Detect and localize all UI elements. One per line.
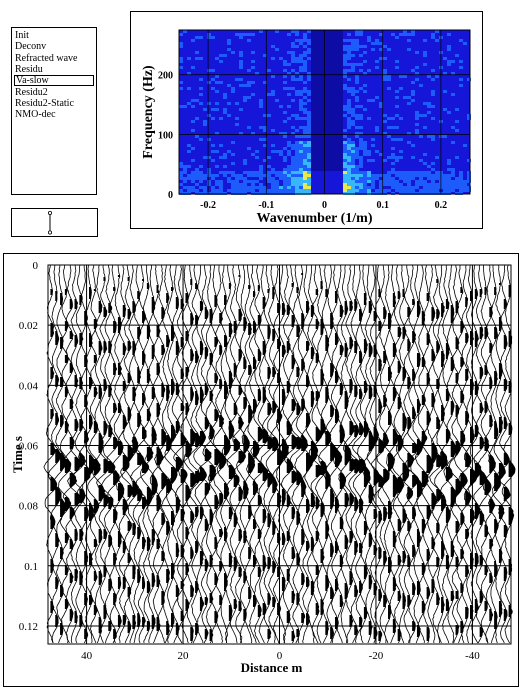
process-item-deconv[interactable]: Deconv (15, 41, 47, 53)
process-item-residu2-static[interactable]: Residu2-Static (15, 97, 74, 109)
fk-y-axis-label: Frequency (Hz) (141, 65, 156, 159)
seismic-y-tick: 0.04 (19, 380, 39, 392)
seismic-axes: 40 20 0 -20 -40 0 0.02 0.04 0.06 0.08 0.1 0.12 Dista… (10, 260, 480, 675)
fk-spectrum-panel: -0.2 -0.1 0 0.1 0.2 200 100 0 Wavenumber (1/m) Fr… (130, 11, 483, 229)
seismic-x-tick: 40 (81, 650, 93, 662)
seismic-y-tick: 0.08 (19, 501, 39, 513)
process-list[interactable]: Init Deconv Refracted wave Residu Va-slow Res… (11, 27, 97, 195)
range-slider-panel[interactable] (11, 208, 98, 237)
seismic-y-tick: 0.12 (19, 621, 38, 633)
seismic-section-panel: 40 20 0 -20 -40 0 0.02 0.04 0.06 0.08 0.1 0.12 Dista… (3, 253, 519, 687)
seismic-traces (43, 264, 516, 644)
seismic-y-tick: 0.06 (19, 440, 39, 452)
seismic-y-tick: 0.02 (19, 320, 38, 332)
seismic-x-tick: -40 (465, 650, 480, 662)
seismic-x-tick: 0 (277, 650, 283, 662)
fk-x-axis-label: Wavenumber (1/m) (256, 211, 372, 226)
fk-x-tick: -0.2 (200, 200, 216, 211)
process-item-residu[interactable]: Residu (15, 63, 43, 75)
seismic-gridlines (47, 264, 512, 645)
range-slider-icon[interactable] (12, 209, 97, 236)
fk-x-tick: 0.2 (435, 200, 448, 211)
seismic-x-tick: 20 (178, 650, 190, 662)
fk-gridlines (178, 29, 471, 195)
fk-x-tick: 0.1 (376, 200, 389, 211)
seismic-y-tick: 0 (33, 260, 39, 272)
seismic-x-tick: -20 (369, 650, 384, 662)
process-item-va-slow[interactable]: Va-slow (14, 75, 94, 87)
seismic-x-axis-label: Distance m (241, 660, 303, 675)
process-item-refracted-wave[interactable]: Refracted wave (15, 52, 78, 64)
process-item-init[interactable]: Init (15, 30, 29, 41)
fk-heatmap (179, 30, 471, 195)
seismic-y-axis-label: Time s (10, 436, 25, 473)
process-item-nmo-dec[interactable]: NMO-dec (15, 109, 56, 121)
fk-y-tick: 0 (168, 190, 173, 201)
seismic-section-plot: 40 20 0 -20 -40 0 0.02 0.04 0.06 0.08 0.1 0.12 Dista… (10, 260, 516, 675)
fk-x-tick: 0 (322, 200, 327, 211)
process-item-residu2[interactable]: Residu2 (15, 86, 48, 98)
seismic-y-tick: 0.1 (24, 561, 38, 573)
fk-x-tick: -0.1 (258, 200, 274, 211)
fk-y-tick: 200 (158, 71, 173, 82)
fk-y-tick: 100 (158, 130, 173, 141)
